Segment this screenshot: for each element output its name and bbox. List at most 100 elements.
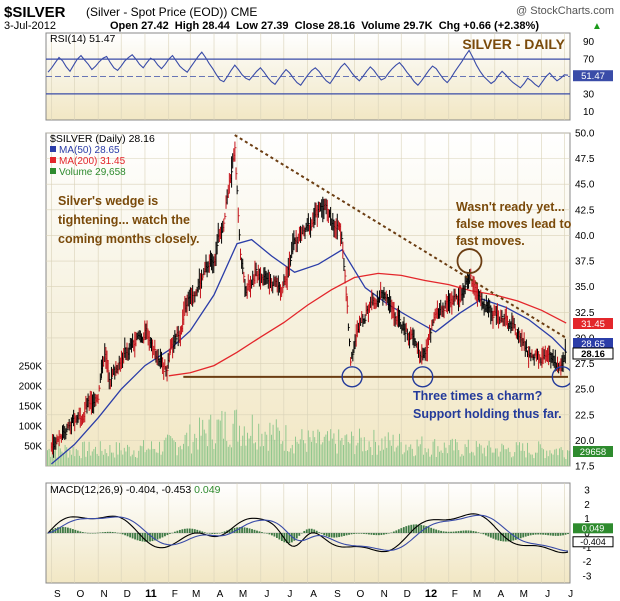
macd-hist-bar: [271, 533, 273, 536]
rsi-current-badge-text: 51.47: [581, 71, 605, 82]
volume-bar: [384, 436, 386, 466]
macd-hist-bar: [465, 530, 467, 533]
price-bar: [231, 156, 234, 188]
volume-bar: [63, 453, 64, 466]
volume-bar: [490, 447, 492, 466]
macd-hist-bar: [328, 533, 331, 538]
price-bar: [352, 349, 355, 362]
volume-bar: [183, 443, 184, 466]
volume-bar: [290, 448, 292, 466]
volume-bar: [175, 442, 176, 466]
volume-bar: [74, 456, 76, 466]
price-tick-label: 22.5: [575, 410, 595, 421]
macd-hist-bar: [323, 533, 326, 536]
volume-bar: [144, 452, 146, 466]
volume-bar: [509, 451, 511, 466]
macd-hist-bar: [484, 533, 487, 536]
volume-bar: [255, 442, 256, 466]
macd-hist-bar: [517, 533, 520, 540]
price-bar: [443, 305, 446, 319]
price-bar: [107, 359, 110, 383]
volume-bar: [346, 434, 348, 466]
volume-bar: [360, 437, 362, 466]
macd-hist-bar: [86, 532, 89, 534]
volume-bar: [187, 446, 189, 466]
volume-bar: [317, 429, 319, 466]
macd-hist-bar: [89, 533, 92, 534]
volume-bar: [103, 454, 104, 466]
macd-hist-bar: [537, 533, 540, 535]
price-bar: [216, 234, 219, 255]
volume-bar: [479, 443, 480, 466]
macd-hist-bar: [554, 533, 557, 536]
price-bar: [430, 328, 433, 343]
volume-bar: [170, 436, 172, 466]
price-bar: [235, 167, 238, 180]
volume-bar: [61, 451, 63, 466]
macd-hist-bar: [385, 533, 388, 535]
volume-bar: [383, 449, 384, 466]
volume-bar: [296, 441, 298, 466]
volume-bar: [554, 449, 556, 466]
macd-hist-bar: [325, 533, 328, 537]
volume-bar: [525, 457, 527, 466]
macd-hist-bar: [166, 533, 169, 536]
volume-bar: [251, 414, 253, 466]
price-bar: [255, 262, 258, 277]
volume-bar: [400, 442, 402, 466]
macd-hist-bar: [407, 525, 410, 533]
volume-bar: [197, 449, 199, 466]
macd-hist-bar: [358, 533, 360, 534]
volume-bar: [227, 446, 229, 466]
macd-hist-bar: [191, 528, 194, 533]
macd-hist-bar: [432, 528, 435, 533]
macd-hist-bar: [59, 526, 62, 533]
macd-hist-bar: [567, 533, 569, 535]
volume-bar: [115, 442, 117, 466]
volume-bar: [493, 452, 495, 466]
price-bar: [414, 338, 417, 347]
price-bar: [539, 354, 542, 364]
volume-bar: [544, 458, 546, 466]
volume-bar: [261, 433, 263, 466]
volume-bar: [418, 446, 420, 466]
volume-bar: [407, 450, 408, 466]
volume-bar: [277, 427, 279, 466]
macd-hist-bar: [99, 532, 102, 533]
volume-bar: [495, 448, 496, 466]
volume-bar: [147, 448, 149, 466]
volume-bar: [533, 458, 535, 466]
volume-bar: [141, 446, 143, 466]
volume-bar: [247, 432, 248, 466]
volume-bar: [48, 448, 50, 466]
macd-hist-bar: [499, 533, 502, 542]
macd-hist-bar: [320, 533, 323, 534]
volume-bar: [295, 436, 296, 466]
volume-bar: [199, 417, 200, 466]
macd-hist-bar: [557, 533, 559, 536]
macd-hist-bar: [303, 530, 306, 533]
macd-hist-bar: [285, 533, 288, 544]
price-tick-label: 47.5: [575, 154, 595, 165]
volume-bar: [367, 450, 368, 466]
volume-bar: [146, 449, 148, 466]
macd-hist-bar: [390, 532, 393, 534]
volume-bar: [234, 410, 236, 466]
macd-hist-bar: [365, 533, 368, 535]
macd-hist-bar: [387, 533, 390, 534]
macd-hist-bar: [84, 532, 87, 534]
volume-bar: [424, 448, 426, 466]
volume-bar: [210, 414, 212, 466]
volume-bar: [530, 454, 532, 466]
macd-hist-bar: [442, 531, 445, 533]
macd-hist-bar: [497, 533, 500, 541]
macd-tick-label: -2: [583, 557, 592, 568]
macd-hist-bar: [134, 533, 136, 540]
volume-bar: [133, 450, 135, 466]
volume-bar: [69, 450, 71, 466]
price-bar: [470, 268, 473, 281]
macd-hist-bar: [144, 533, 146, 542]
chart-header: $SILVER (Silver - Spot Price (EOD)) CME …: [4, 4, 614, 32]
x-tick-label: N: [101, 589, 108, 600]
macd-hist-bar: [131, 533, 134, 539]
